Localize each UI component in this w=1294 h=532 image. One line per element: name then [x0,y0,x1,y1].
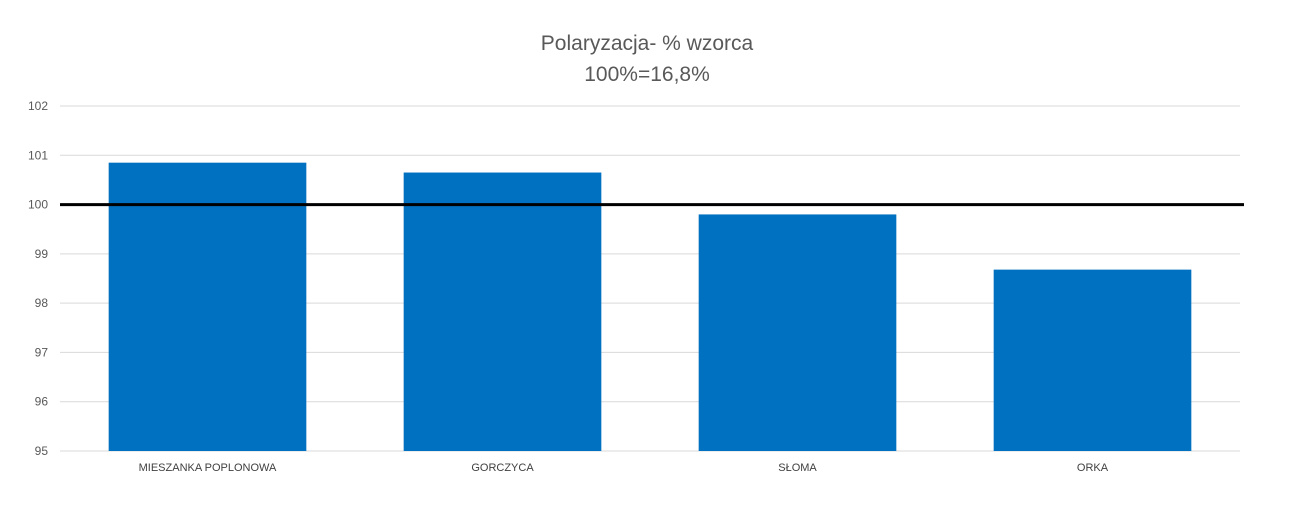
y-tick-label-98: 98 [35,296,49,310]
y-tick-label-95: 95 [35,444,49,458]
bars [108,162,1192,452]
bar-1 [403,172,602,452]
y-tick-label-101: 101 [28,148,48,162]
bar-3 [993,269,1192,451]
y-tick-label-97: 97 [35,345,49,359]
y-tick-label-96: 96 [35,395,49,409]
y-tick-label-102: 102 [28,99,48,113]
x-category-label-2: SŁOMA [778,462,817,474]
x-axis-category-labels: MIESZANKA POPLONOWA GORCZYCA SŁOMA ORKA [139,462,1109,474]
y-tick-label-100: 100 [28,198,48,212]
x-category-label-0: MIESZANKA POPLONOWA [139,462,277,474]
bar-0 [108,162,307,451]
x-category-label-1: GORCZYCA [471,462,534,474]
chart-title: Polaryzacja- % wzorca [540,32,754,55]
bar-2 [698,214,897,451]
y-axis-tick-labels: 95 96 97 98 99 100 101 102 [28,99,48,458]
x-category-label-3: ORKA [1077,462,1109,474]
y-tick-label-99: 99 [35,247,49,261]
chart-subtitle: 100%=16,8% [584,63,710,86]
